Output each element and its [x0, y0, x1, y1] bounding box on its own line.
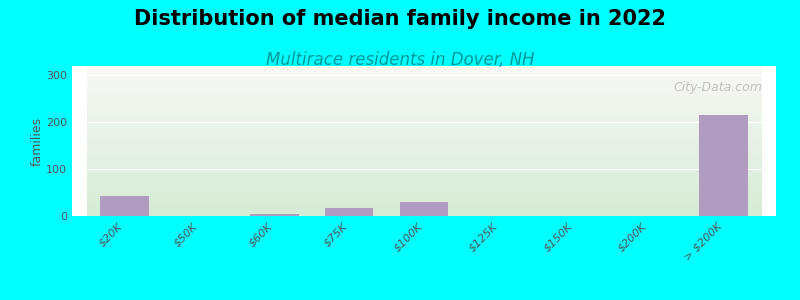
- Bar: [400, 202, 448, 216]
- Bar: [699, 115, 748, 216]
- Bar: [250, 214, 298, 216]
- Text: City-Data.com: City-Data.com: [673, 81, 762, 94]
- Y-axis label: families: families: [30, 116, 43, 166]
- Text: Multirace residents in Dover, NH: Multirace residents in Dover, NH: [266, 51, 534, 69]
- Bar: [325, 208, 374, 216]
- Bar: [100, 196, 149, 216]
- Text: Distribution of median family income in 2022: Distribution of median family income in …: [134, 9, 666, 29]
